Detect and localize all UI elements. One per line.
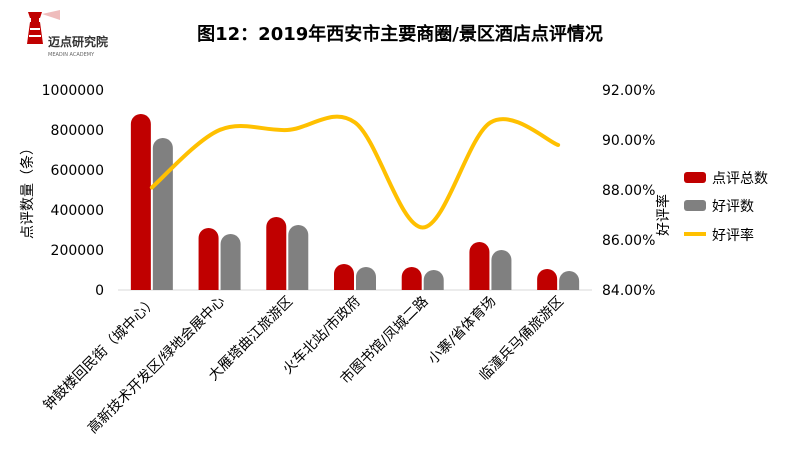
bar-total (401, 267, 422, 290)
bar-total (266, 217, 287, 290)
legend-label-rate: 好评率 (712, 227, 754, 244)
bar-positive (152, 138, 173, 290)
x-tick-label: 高新技术开发区/绿地会展中心 (84, 293, 228, 437)
bar-positive (356, 267, 376, 290)
right-axis: 84.00% 86.00% 88.00% 90.00% 92.00% (602, 83, 655, 299)
logo-subtext: MEADIN ACADEMY (48, 52, 95, 58)
left-axis: 0 200000 400000 600000 800000 1000000 (42, 83, 104, 299)
bar-positive (491, 250, 512, 290)
legend-swatch-positive (684, 200, 706, 211)
legend: 点评总数 好评数 好评率 (684, 171, 768, 244)
x-tick-label: 小寨/省体育场 (425, 293, 500, 368)
bar-positive (423, 270, 444, 290)
bars (130, 114, 580, 291)
x-tick-label: 钟鼓楼回民街（城中心） (40, 293, 161, 414)
chart-title: 图12：2019年西安市主要商圈/景区酒店点评情况 (197, 23, 603, 45)
y-tick-label: 1000000 (42, 83, 104, 99)
bar-total (198, 228, 219, 290)
lighthouse-icon (27, 10, 60, 44)
y2-tick-label: 84.00% (602, 283, 655, 299)
legend-label-positive: 好评数 (712, 199, 754, 215)
y2-tick-label: 88.00% (602, 183, 655, 199)
bar-positive (559, 271, 580, 290)
rate-line (149, 114, 561, 230)
y-tick-label: 600000 (51, 163, 104, 179)
bar-total (130, 114, 151, 291)
legend-swatch-total (684, 172, 706, 183)
y-tick-label: 400000 (51, 203, 104, 219)
y-tick-label: 0 (95, 283, 104, 299)
legend-label-total: 点评总数 (712, 171, 768, 187)
x-tick-labels: 钟鼓楼回民街（城中心）高新技术开发区/绿地会展中心大雁塔曲江旅游区火车北站/市政… (40, 293, 567, 437)
bar-positive (220, 234, 241, 290)
logo-text: 迈点研究院 (48, 34, 108, 49)
bar-total (537, 269, 558, 290)
bar-positive (288, 225, 309, 290)
y-tick-label: 800000 (51, 123, 104, 139)
bar-total (469, 242, 490, 290)
y2-axis-label: 好评率 (655, 194, 672, 236)
bar-total (334, 264, 354, 290)
logo: 迈点研究院 MEADIN ACADEMY (27, 10, 108, 58)
y2-tick-label: 86.00% (602, 233, 655, 249)
y-axis-label: 点评数量（条） (19, 141, 36, 239)
y2-tick-label: 92.00% (602, 83, 655, 99)
y2-tick-label: 90.00% (602, 133, 655, 149)
y-tick-label: 200000 (51, 243, 104, 259)
